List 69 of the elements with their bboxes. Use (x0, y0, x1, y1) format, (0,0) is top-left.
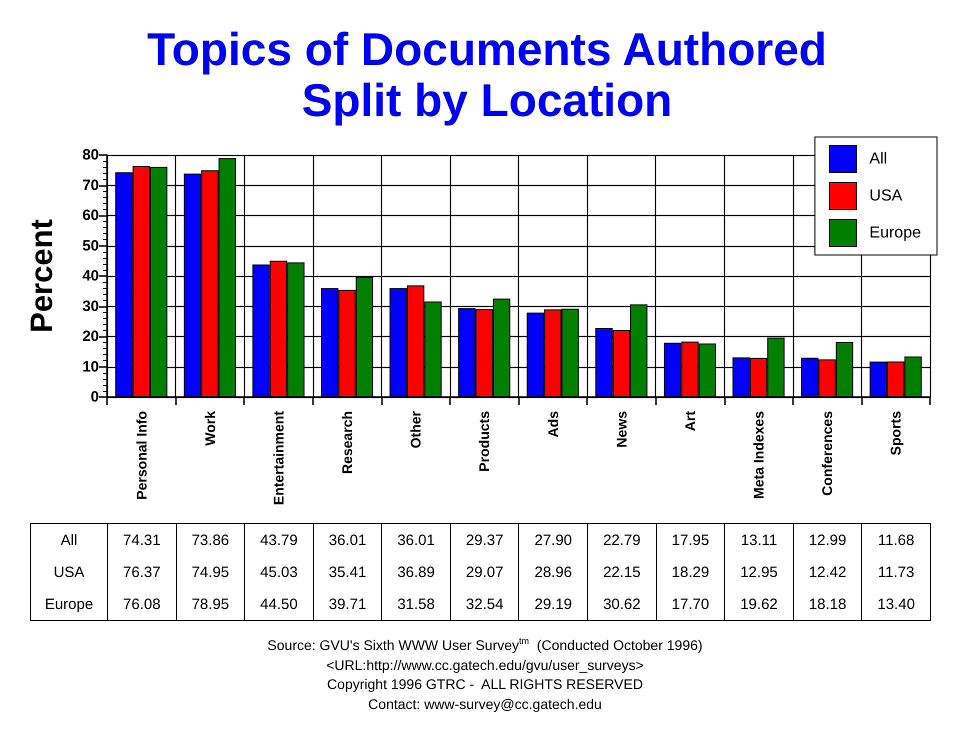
x-tick-label: News (613, 410, 630, 448)
data-label: 76.08 (108, 588, 176, 620)
data-label: 12.95 (724, 556, 794, 588)
x-tick-label: Products (476, 410, 492, 472)
data-label: 12.99 (793, 524, 862, 556)
y-tick-label: 10 (82, 358, 99, 376)
y-tick-label: 70 (82, 176, 99, 194)
x-tick-label: Personal Info (133, 411, 150, 500)
x-tick-label: Work (202, 410, 218, 446)
text: USA (54, 564, 84, 580)
data-label: 74.31 (108, 524, 176, 556)
data-label: 32.54 (450, 588, 519, 620)
data-label: 18.18 (793, 588, 862, 620)
data-label: 27.90 (518, 524, 588, 556)
y-tick-label: 0 (90, 388, 99, 406)
data-label: 36.01 (313, 524, 382, 556)
data-label: 29.19 (518, 588, 588, 620)
y-tick-label: 50 (82, 237, 99, 254)
y-tick-label: 80 (82, 146, 99, 164)
text: Europe (44, 596, 94, 612)
data-label: 17.95 (656, 524, 725, 556)
data-label: 45.03 (244, 556, 314, 588)
data-label: 43.79 (244, 524, 314, 556)
x-tick-label: Other (408, 410, 424, 448)
data-label: 22.79 (588, 524, 656, 556)
x-tick-label: Ads (544, 410, 561, 438)
x-tick-label: Sports (888, 410, 904, 456)
data-label: 31.58 (382, 588, 450, 620)
y-axis-title: Percent (24, 219, 59, 333)
data-label: 12.42 (793, 556, 862, 588)
legend-label: Europe (869, 224, 922, 242)
text: <URL:http://www.cc.gatech.edu/gvu/user_surveys> (325, 656, 645, 675)
data-label: 36.89 (382, 556, 450, 588)
data-label: 35.41 (313, 556, 382, 588)
data-label: 30.62 (588, 588, 656, 620)
data-label: 18.29 (656, 556, 725, 588)
x-tick-label: Meta Indexes (750, 410, 767, 499)
data-label: 28.96 (518, 556, 588, 588)
y-tick-label: 40 (82, 268, 99, 284)
text: All (60, 532, 78, 548)
data-label: 11.68 (862, 524, 930, 556)
data-label: 29.37 (450, 524, 519, 556)
data-label: 73.86 (176, 524, 245, 556)
data-label: 19.62 (724, 588, 794, 620)
data-label: 44.50 (244, 588, 314, 620)
chart-title: Topics of Documents Authored Split by Location (146, 23, 828, 126)
x-tick-label: Art (682, 410, 698, 432)
data-label: 13.11 (724, 524, 794, 556)
y-tick-label: 20 (82, 328, 99, 345)
source-note: Source: GVU's Sixth WWW User Survey$^{tm}$ (Conducted October 1996) (266, 636, 704, 655)
data-label: 78.95 (176, 588, 245, 620)
y-tick-label: 60 (82, 207, 99, 224)
text: Contact: www-survey@cc.gatech.edu (367, 694, 603, 714)
data-label: 22.15 (588, 556, 656, 588)
x-tick-label: Entertainment (270, 410, 286, 506)
legend-label: USA (869, 188, 903, 204)
data-label: 74.95 (176, 556, 245, 588)
data-label: 17.70 (656, 588, 725, 620)
x-tick-label: Research (339, 411, 356, 474)
data-label: 36.01 (382, 524, 450, 556)
data-label: 39.71 (313, 588, 382, 620)
text: Copyright 1996 GTRC - ALL RIGHTS RESERVED (326, 675, 644, 694)
x-tick-label: Conferences (819, 410, 836, 496)
data-label: 11.73 (862, 556, 930, 588)
data-label: 13.40 (862, 588, 930, 620)
data-label: 29.07 (450, 556, 519, 588)
legend-label: All (869, 150, 888, 168)
data-label: 76.37 (108, 556, 176, 588)
y-tick-label: 30 (82, 298, 99, 315)
